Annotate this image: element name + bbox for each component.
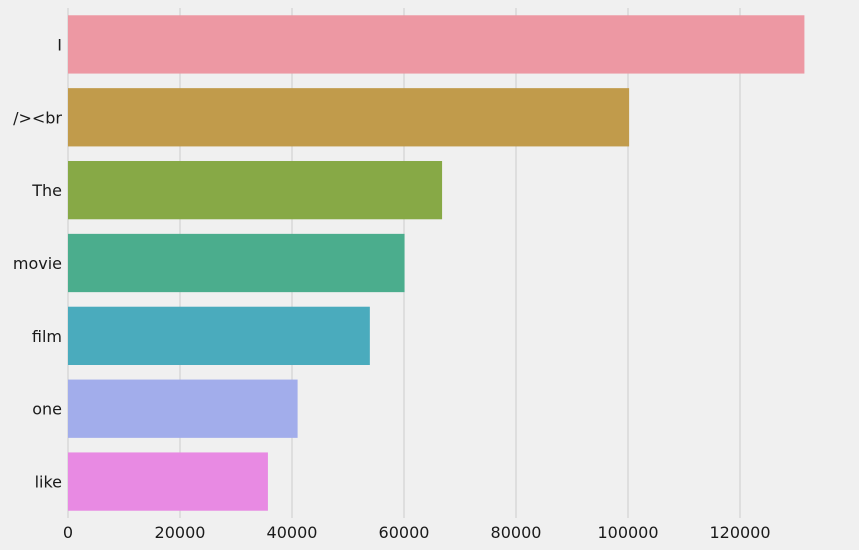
y-tick-label: film (32, 327, 62, 346)
y-axis-tick-labels: I /><br The movie film one like (13, 35, 63, 491)
x-tick-label: 20000 (155, 523, 206, 542)
x-tick-label: 80000 (491, 523, 542, 542)
bar (68, 88, 630, 147)
x-tick-label: 60000 (379, 523, 430, 542)
bar (68, 233, 405, 293)
bar (68, 161, 443, 220)
bar (68, 379, 298, 438)
bar (68, 15, 805, 74)
x-tick-label: 120000 (709, 523, 770, 542)
bars (68, 15, 805, 511)
x-axis-tick-labels: 0 20000 40000 60000 80000 100000 120000 (63, 523, 771, 542)
y-tick-label: movie (13, 254, 62, 273)
bar (68, 306, 370, 365)
y-tick-label: /><br (13, 108, 62, 127)
y-tick-label: one (32, 400, 62, 419)
bar (68, 452, 268, 511)
y-tick-label: The (31, 181, 62, 200)
x-tick-label: 100000 (597, 523, 658, 542)
y-tick-label: I (57, 35, 62, 54)
x-tick-label: 0 (63, 523, 73, 542)
y-tick-label: like (35, 473, 62, 492)
x-tick-label: 40000 (267, 523, 318, 542)
